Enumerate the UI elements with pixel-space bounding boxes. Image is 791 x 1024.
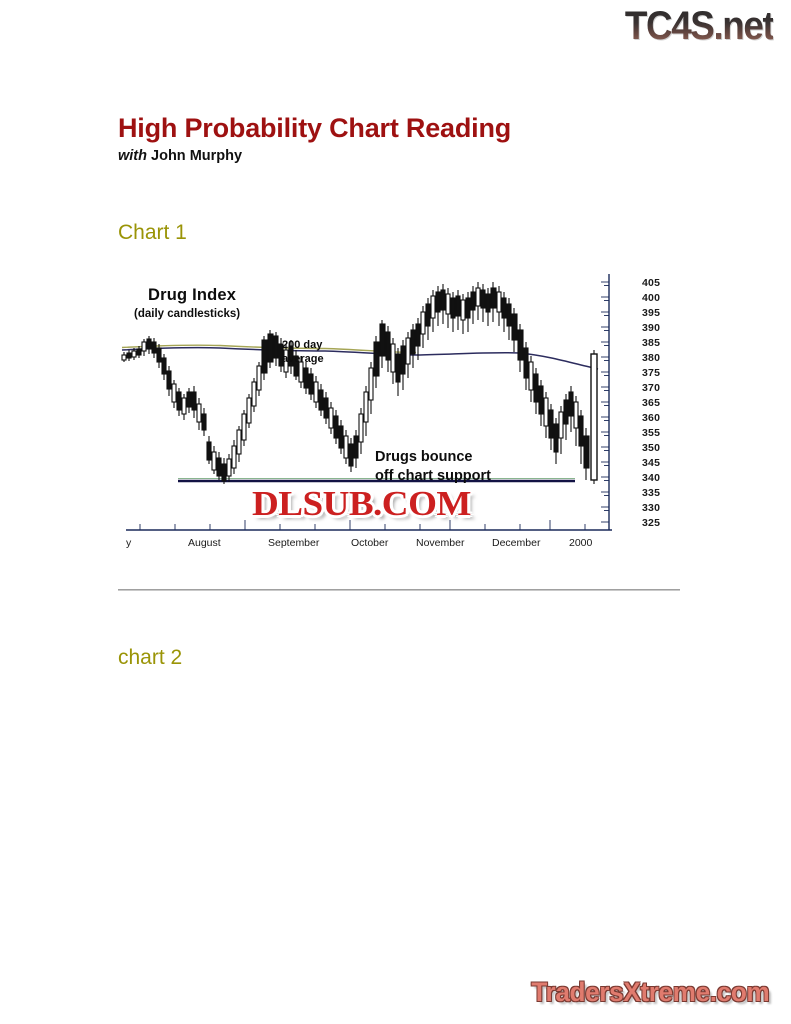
section-label-chart-1: Chart 1 <box>118 221 187 244</box>
y-axis-label-group: 405 400 395 390 385 380 375 370 365 360 … <box>628 268 680 536</box>
chart-svg <box>120 268 617 536</box>
y-tick-label: 330 <box>642 502 661 514</box>
x-tick-label: December <box>492 537 541 549</box>
y-tick-label: 370 <box>642 382 661 394</box>
y-tick-label: 365 <box>642 397 661 409</box>
byline-author: John Murphy <box>151 148 243 164</box>
y-tick-label: 380 <box>642 352 661 364</box>
page-title: High Probability Chart Reading <box>118 113 512 144</box>
x-tick-label: y <box>126 537 132 549</box>
y-tick-label: 395 <box>642 307 661 319</box>
support-bounce-annotation: Drugs bounce off chart support <box>375 449 491 484</box>
section-divider <box>118 589 680 591</box>
chart-figure-drug-index: Drug Index (daily candlesticks) 200 day … <box>120 268 680 558</box>
site-logo-tc4s: TC4S.net <box>624 4 775 48</box>
y-tick-label: 385 <box>642 337 661 349</box>
y-tick-label: 375 <box>642 367 661 379</box>
y-tick-label: 340 <box>642 472 661 484</box>
moving-average-annotation: 200 day average <box>282 339 324 365</box>
x-tick-label: September <box>268 537 320 549</box>
y-tick-label: 400 <box>642 292 661 304</box>
y-tick-label: 350 <box>642 442 661 454</box>
y-tick-label: 325 <box>642 517 661 529</box>
footer-logo-tradersxtreme: TradersXtreme.com <box>531 977 769 1007</box>
y-tick-label: 390 <box>642 322 661 334</box>
chart-subtitle: (daily candlesticks) <box>134 308 241 320</box>
x-axis-label-group: y August September October November Dece… <box>120 536 630 556</box>
section-label-chart-2: chart 2 <box>118 646 183 669</box>
byline-prefix: with <box>118 148 147 164</box>
y-tick-label: 345 <box>642 457 661 469</box>
y-tick-label: 335 <box>642 487 661 499</box>
candlestick-series <box>121 282 598 484</box>
y-tick-label: 405 <box>642 277 661 289</box>
x-axis-ticks <box>139 520 586 530</box>
x-tick-label: August <box>188 537 221 549</box>
y-tick-label: 360 <box>642 412 661 424</box>
watermark-dlsub: DLSUB.COM <box>252 484 471 523</box>
x-tick-label: 2000 <box>569 537 593 549</box>
x-tick-label: November <box>416 537 465 549</box>
y-tick-label: 355 <box>642 427 661 439</box>
x-tick-label: October <box>351 537 389 549</box>
byline: with John Murphy <box>118 148 242 164</box>
chart-plot-area: Drug Index (daily candlesticks) 200 day … <box>120 268 617 536</box>
chart-title: Drug Index <box>148 286 237 304</box>
y-axis-ticks <box>601 281 609 523</box>
